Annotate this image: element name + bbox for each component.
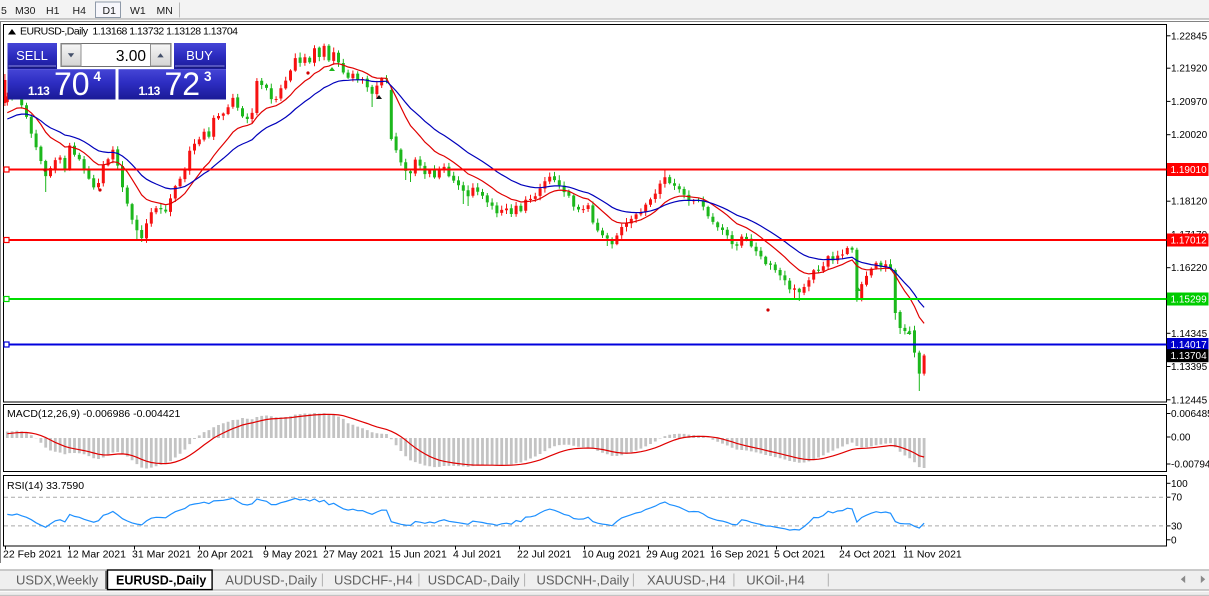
svg-text:USDCAD-,Daily: USDCAD-,Daily <box>428 573 520 588</box>
svg-text:12 Mar 2021: 12 Mar 2021 <box>67 549 126 561</box>
svg-text:15 Jun 2021: 15 Jun 2021 <box>389 549 447 561</box>
svg-text:16 Sep 2021: 16 Sep 2021 <box>710 549 770 561</box>
svg-text:1.14345: 1.14345 <box>1171 329 1208 340</box>
svg-text:1.15299: 1.15299 <box>1171 295 1208 306</box>
svg-text:EURUSD-,Daily: EURUSD-,Daily <box>116 574 206 588</box>
svg-text:9 May 2021: 9 May 2021 <box>263 549 318 561</box>
svg-text:0.00: 0.00 <box>1171 433 1191 444</box>
svg-text:1.12445: 1.12445 <box>1171 395 1208 406</box>
svg-text:UKOil-,H4: UKOil-,H4 <box>746 573 805 588</box>
svg-text:27 May 2021: 27 May 2021 <box>323 549 384 561</box>
svg-text:11 Nov 2021: 11 Nov 2021 <box>903 549 962 561</box>
svg-text:1.16220: 1.16220 <box>1171 263 1208 274</box>
svg-text:70: 70 <box>54 66 90 102</box>
svg-text:1.13: 1.13 <box>139 84 161 98</box>
svg-text:20 Apr 2021: 20 Apr 2021 <box>197 549 254 561</box>
svg-text:24 Oct 2021: 24 Oct 2021 <box>839 549 896 561</box>
svg-text:1.20020: 1.20020 <box>1171 130 1208 141</box>
svg-text:0: 0 <box>1171 535 1177 546</box>
svg-text:3.00: 3.00 <box>116 48 147 65</box>
svg-text:W1: W1 <box>130 5 146 17</box>
svg-text:22 Feb 2021: 22 Feb 2021 <box>3 549 62 561</box>
svg-text:0.006485: 0.006485 <box>1171 409 1209 420</box>
svg-text:D1: D1 <box>103 5 117 17</box>
svg-text:1.14017: 1.14017 <box>1171 340 1208 351</box>
svg-text:72: 72 <box>165 66 201 102</box>
svg-text:70: 70 <box>1171 493 1183 504</box>
svg-text:1.13704: 1.13704 <box>1171 351 1208 362</box>
svg-text:3: 3 <box>204 69 212 84</box>
svg-text:1.13395: 1.13395 <box>1171 362 1208 373</box>
svg-text:USDX,Weekly: USDX,Weekly <box>16 573 99 588</box>
svg-text:SELL: SELL <box>16 48 48 63</box>
svg-text:29 Aug 2021: 29 Aug 2021 <box>646 549 705 561</box>
svg-text:XAUUSD-,H4: XAUUSD-,H4 <box>647 573 726 588</box>
svg-text:5: 5 <box>1 5 7 17</box>
svg-text:1.13: 1.13 <box>28 84 50 98</box>
svg-text:MACD(12,26,9) -0.006986 -0.004: MACD(12,26,9) -0.006986 -0.004421 <box>7 408 181 420</box>
svg-text:4: 4 <box>94 69 102 84</box>
svg-text:1.20970: 1.20970 <box>1171 97 1208 108</box>
svg-text:USDCNH-,Daily: USDCNH-,Daily <box>537 573 630 588</box>
svg-text:5 Oct 2021: 5 Oct 2021 <box>774 549 826 561</box>
svg-text:1.21920: 1.21920 <box>1171 64 1208 75</box>
svg-text:1.18120: 1.18120 <box>1171 197 1208 208</box>
svg-text:31 Mar 2021: 31 Mar 2021 <box>132 549 191 561</box>
svg-text:-0.007947: -0.007947 <box>1171 460 1209 471</box>
svg-text:H4: H4 <box>73 5 87 17</box>
svg-text:22 Jul 2021: 22 Jul 2021 <box>517 549 571 561</box>
svg-text:AUDUSD-,Daily: AUDUSD-,Daily <box>225 573 317 588</box>
svg-text:30: 30 <box>1171 521 1183 532</box>
svg-text:H1: H1 <box>46 5 60 17</box>
svg-text:USDCHF-,H4: USDCHF-,H4 <box>334 573 413 588</box>
svg-text:M30: M30 <box>15 5 36 17</box>
svg-text:100: 100 <box>1171 479 1188 490</box>
svg-text:4 Jul 2021: 4 Jul 2021 <box>453 549 502 561</box>
svg-text:1.19010: 1.19010 <box>1171 165 1208 176</box>
svg-text:RSI(14) 33.7590: RSI(14) 33.7590 <box>7 480 84 492</box>
svg-text:MN: MN <box>157 5 173 17</box>
svg-text:1.17012: 1.17012 <box>1171 236 1208 247</box>
svg-text:BUY: BUY <box>186 48 213 63</box>
svg-text:1.22845: 1.22845 <box>1171 31 1208 42</box>
svg-text:10 Aug 2021: 10 Aug 2021 <box>582 549 641 561</box>
svg-text:EURUSD-,Daily 1.13168 1.13732: EURUSD-,Daily 1.13168 1.13732 1.13128 1.… <box>20 26 238 38</box>
